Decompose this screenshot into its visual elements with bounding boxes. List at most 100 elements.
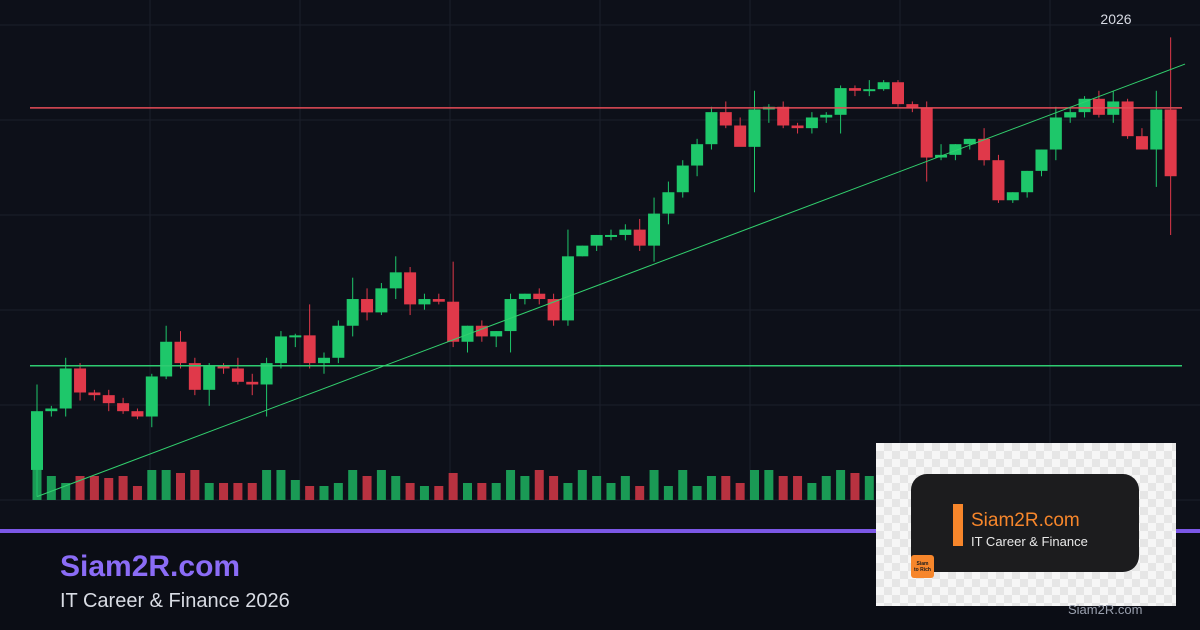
candle-body [676,165,689,193]
volume-bar [391,476,401,500]
brand-title: Siam2R.com [60,550,241,583]
candle-body [31,411,43,470]
volume-bar [176,473,185,500]
volume-bar [419,486,429,500]
logo-badge: Siam to Rich [911,555,934,578]
candle-body [45,408,58,412]
candle-body [1064,112,1077,118]
logo-card: Siam2R.com IT Career & Finance [911,474,1139,572]
volume-bar [118,476,128,500]
candle-body [131,411,144,417]
candle-body [461,325,474,342]
footer-divider [0,529,1200,533]
candle-body [346,299,359,326]
volume-bar [563,483,573,500]
volume-bar [807,483,817,500]
volume-bar [463,483,472,500]
volume-bar [319,486,329,500]
logo-panel: Siam2R.com IT Career & Finance Siam to R… [876,443,1176,606]
candle-body [906,104,919,108]
candle-body [1078,98,1091,113]
year-label: 2026 [1100,11,1132,27]
candle-body [805,117,818,129]
candle-body [533,293,546,300]
volume-bar [219,483,229,500]
volume-bar [362,476,372,500]
candle-body [834,88,847,115]
candle-body [432,299,445,302]
candle-body [160,341,173,377]
candle-body [102,395,115,404]
candle-body [734,125,747,147]
candle-body [303,335,316,364]
volume-bar [147,470,157,500]
volume-bar [89,476,99,500]
candle-body [145,376,158,417]
volume-bar [577,470,587,500]
candle-body [992,160,1005,201]
candle-body [963,138,976,145]
volume-bar [46,476,56,500]
candle-body [1006,192,1019,201]
volume-bar [348,470,358,500]
volume-bar [262,470,272,500]
volume-bar [692,486,702,500]
candle-body [705,112,718,145]
candle-body [791,125,804,129]
candle-body [289,335,302,338]
volume-bar [434,486,444,500]
volume-bar [132,486,142,500]
brand-tagline: IT Career & Finance 2026 [60,590,290,612]
volume-bar [190,470,200,500]
volume-bar [649,470,659,500]
volume-bar [663,486,673,500]
volume-bar [821,476,831,500]
candle-body [777,106,790,126]
volume-bar [376,470,386,500]
candle-body [59,368,72,409]
candle-body [274,336,287,364]
candle-body [246,381,259,385]
candle-body [619,229,632,235]
candle-body [231,368,244,382]
candle-body [820,114,833,118]
candle-body [662,192,675,214]
volume-bar [247,483,257,500]
candle-body [590,234,603,246]
volume-bar [477,483,487,500]
volume-bar [506,470,516,500]
watermark: Siam2R.com [1068,602,1143,617]
volume-bar [721,476,731,500]
candle-body [389,272,402,289]
volume-bar [735,483,745,500]
candle-body [188,363,201,390]
volume-bar [635,486,645,500]
logo-title: Siam2R.com [971,510,1080,531]
volume-bar [161,470,171,500]
candle-body [892,82,904,105]
candle-body [260,363,273,385]
candle-body [490,331,503,337]
candle-body [1135,136,1148,150]
volume-bar [678,470,688,500]
volume-bar [305,486,315,500]
trend-line [36,63,1186,498]
candle-body [547,299,560,321]
candle-body [949,144,962,155]
candle-body [561,256,574,321]
volume-bar [778,476,788,500]
volume-bar [793,476,803,500]
candle-body [1121,101,1134,137]
volume-bar [290,480,300,500]
candle-body [174,341,187,364]
logo-badge-line1: Siam [916,560,929,567]
candle-body [504,299,517,332]
candle-body [518,293,531,300]
candle-body [748,109,761,147]
candle-body [605,234,617,237]
volume-bar [592,476,602,500]
volume-bar [233,483,243,500]
logo-subtitle: IT Career & Finance [971,534,1088,549]
volume-bar [204,483,214,500]
volume-bar [405,483,415,500]
